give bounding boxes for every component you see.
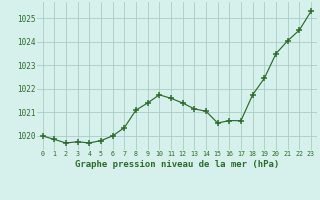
X-axis label: Graphe pression niveau de la mer (hPa): Graphe pression niveau de la mer (hPa) (75, 160, 279, 169)
